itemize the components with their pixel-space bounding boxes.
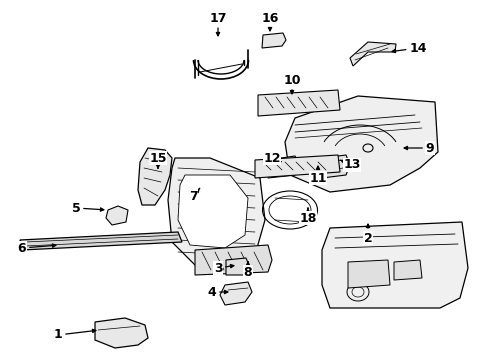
Text: 16: 16 <box>261 12 279 31</box>
Polygon shape <box>255 155 340 178</box>
Text: 17: 17 <box>209 12 227 36</box>
Text: 3: 3 <box>214 261 234 274</box>
Text: 9: 9 <box>404 141 434 154</box>
Polygon shape <box>258 90 340 116</box>
Polygon shape <box>106 206 128 225</box>
Polygon shape <box>178 175 248 248</box>
Text: 15: 15 <box>149 152 167 168</box>
Polygon shape <box>262 33 286 48</box>
Text: 7: 7 <box>189 188 200 202</box>
Polygon shape <box>226 258 250 275</box>
Polygon shape <box>195 245 272 275</box>
Text: 18: 18 <box>299 208 317 225</box>
Text: 8: 8 <box>244 262 252 279</box>
Text: 1: 1 <box>53 328 96 342</box>
Polygon shape <box>95 318 148 348</box>
Text: 14: 14 <box>392 41 427 54</box>
Polygon shape <box>285 96 438 192</box>
Polygon shape <box>268 156 300 178</box>
Polygon shape <box>322 155 350 178</box>
Polygon shape <box>322 222 468 308</box>
Text: 6: 6 <box>18 242 56 255</box>
Text: 11: 11 <box>309 166 327 184</box>
Text: 10: 10 <box>283 73 301 94</box>
Polygon shape <box>20 232 182 250</box>
Text: 12: 12 <box>263 152 281 165</box>
Text: 4: 4 <box>208 285 228 298</box>
Text: 2: 2 <box>364 224 372 244</box>
Polygon shape <box>220 282 252 305</box>
Polygon shape <box>350 42 396 66</box>
Polygon shape <box>138 148 172 205</box>
Polygon shape <box>348 260 390 288</box>
Polygon shape <box>394 260 422 280</box>
Text: 13: 13 <box>340 158 361 171</box>
Text: 5: 5 <box>72 202 104 215</box>
Polygon shape <box>168 158 265 268</box>
